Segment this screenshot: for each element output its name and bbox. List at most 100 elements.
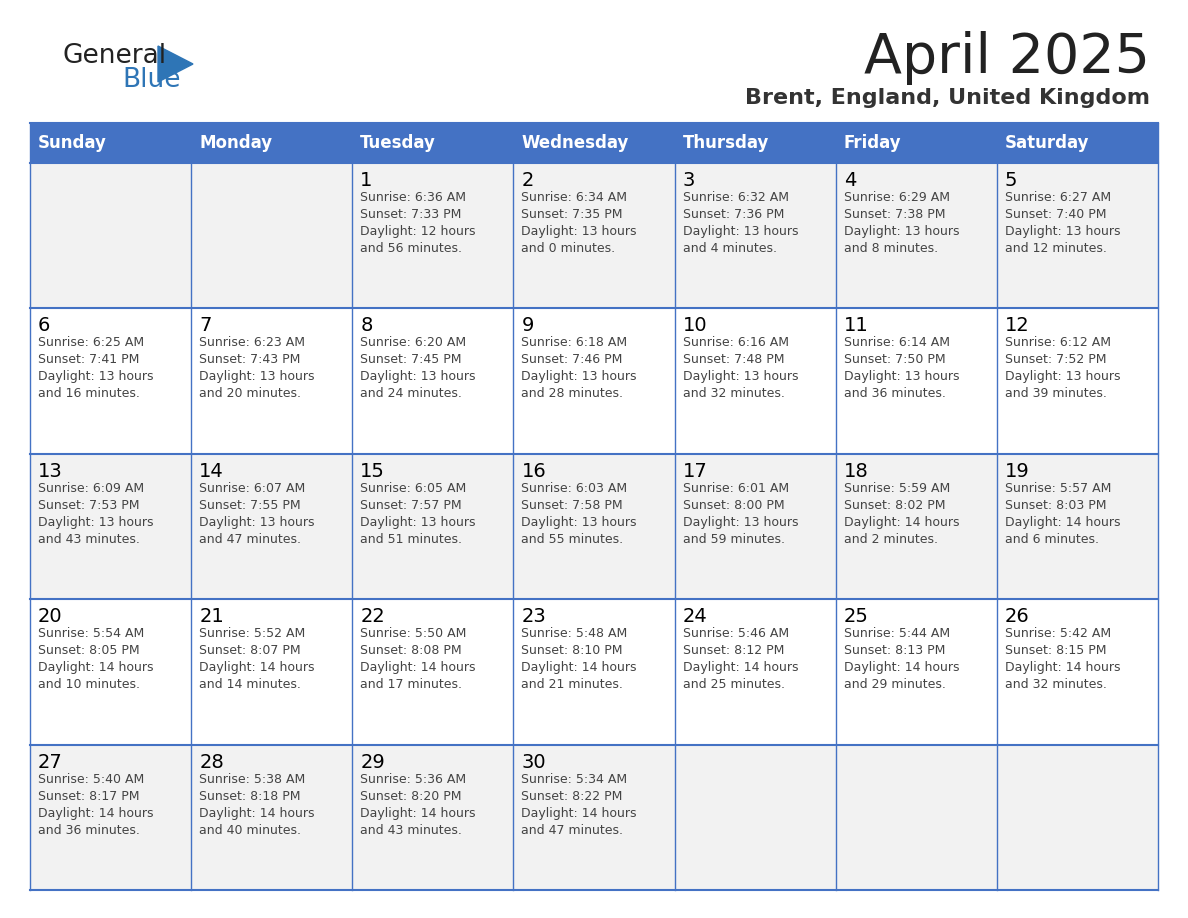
Text: Sunset: 8:13 PM: Sunset: 8:13 PM [843, 644, 946, 657]
Text: Sunrise: 6:03 AM: Sunrise: 6:03 AM [522, 482, 627, 495]
Text: Daylight: 14 hours: Daylight: 14 hours [683, 661, 798, 674]
Text: Thursday: Thursday [683, 134, 769, 152]
Text: 26: 26 [1005, 607, 1030, 626]
Text: 20: 20 [38, 607, 63, 626]
Text: Sunset: 8:02 PM: Sunset: 8:02 PM [843, 498, 946, 512]
Bar [191, 308, 353, 453]
Text: Daylight: 13 hours: Daylight: 13 hours [38, 516, 153, 529]
Text: Sunrise: 5:40 AM: Sunrise: 5:40 AM [38, 773, 144, 786]
Text: Daylight: 14 hours: Daylight: 14 hours [843, 516, 959, 529]
Text: 9: 9 [522, 317, 533, 335]
Text: Sunset: 7:58 PM: Sunset: 7:58 PM [522, 498, 623, 512]
Text: 14: 14 [200, 462, 223, 481]
Bar [835, 308, 997, 453]
Text: 7: 7 [200, 317, 211, 335]
Text: Sunset: 7:40 PM: Sunset: 7:40 PM [1005, 208, 1106, 221]
Text: 3: 3 [683, 171, 695, 190]
Text: Sunrise: 6:18 AM: Sunrise: 6:18 AM [522, 336, 627, 350]
Text: Sunset: 7:41 PM: Sunset: 7:41 PM [38, 353, 139, 366]
Text: April 2025: April 2025 [864, 31, 1150, 85]
Text: Sunrise: 5:48 AM: Sunrise: 5:48 AM [522, 627, 627, 640]
Bar [30, 453, 191, 599]
Text: and 59 minutes.: and 59 minutes. [683, 532, 784, 546]
Text: 25: 25 [843, 607, 868, 626]
Text: 30: 30 [522, 753, 546, 772]
Text: Sunset: 8:12 PM: Sunset: 8:12 PM [683, 644, 784, 657]
Text: 18: 18 [843, 462, 868, 481]
Text: Blue: Blue [122, 67, 181, 93]
Bar [191, 744, 353, 890]
Text: and 47 minutes.: and 47 minutes. [522, 823, 624, 836]
Text: Sunset: 7:35 PM: Sunset: 7:35 PM [522, 208, 623, 221]
Text: and 8 minutes.: and 8 minutes. [843, 242, 937, 255]
Text: 16: 16 [522, 462, 546, 481]
Text: Sunrise: 6:05 AM: Sunrise: 6:05 AM [360, 482, 467, 495]
Text: Sunrise: 5:36 AM: Sunrise: 5:36 AM [360, 773, 467, 786]
Text: and 14 minutes.: and 14 minutes. [200, 678, 301, 691]
Bar [353, 599, 513, 744]
Text: Sunrise: 5:52 AM: Sunrise: 5:52 AM [200, 627, 305, 640]
Text: and 0 minutes.: and 0 minutes. [522, 242, 615, 255]
Bar [30, 744, 191, 890]
Text: Sunrise: 6:01 AM: Sunrise: 6:01 AM [683, 482, 789, 495]
Text: Sunset: 7:50 PM: Sunset: 7:50 PM [843, 353, 946, 366]
Text: Sunrise: 6:34 AM: Sunrise: 6:34 AM [522, 191, 627, 204]
Bar [513, 308, 675, 453]
Bar [513, 744, 675, 890]
Bar [997, 744, 1158, 890]
Text: Daylight: 14 hours: Daylight: 14 hours [200, 807, 315, 820]
Text: 21: 21 [200, 607, 223, 626]
Text: 10: 10 [683, 317, 707, 335]
Text: and 36 minutes.: and 36 minutes. [38, 823, 140, 836]
Text: 24: 24 [683, 607, 707, 626]
Text: Daylight: 13 hours: Daylight: 13 hours [683, 225, 798, 238]
Text: Sunrise: 5:44 AM: Sunrise: 5:44 AM [843, 627, 950, 640]
Bar [675, 744, 835, 890]
Text: Sunset: 8:15 PM: Sunset: 8:15 PM [1005, 644, 1106, 657]
Text: Daylight: 14 hours: Daylight: 14 hours [843, 661, 959, 674]
Text: Sunset: 8:00 PM: Sunset: 8:00 PM [683, 498, 784, 512]
Text: Wednesday: Wednesday [522, 134, 628, 152]
Text: Monday: Monday [200, 134, 272, 152]
Text: Sunrise: 5:57 AM: Sunrise: 5:57 AM [1005, 482, 1111, 495]
Text: Daylight: 14 hours: Daylight: 14 hours [38, 807, 153, 820]
Text: Daylight: 13 hours: Daylight: 13 hours [1005, 225, 1120, 238]
Text: Sunset: 8:20 PM: Sunset: 8:20 PM [360, 789, 462, 802]
Text: Sunset: 8:07 PM: Sunset: 8:07 PM [200, 644, 301, 657]
Text: Sunset: 7:53 PM: Sunset: 7:53 PM [38, 498, 139, 512]
Bar [30, 308, 191, 453]
Text: and 32 minutes.: and 32 minutes. [1005, 678, 1107, 691]
Text: Sunset: 7:43 PM: Sunset: 7:43 PM [200, 353, 301, 366]
Text: Daylight: 14 hours: Daylight: 14 hours [38, 661, 153, 674]
Text: and 56 minutes.: and 56 minutes. [360, 242, 462, 255]
Text: Daylight: 13 hours: Daylight: 13 hours [38, 370, 153, 384]
Bar [835, 453, 997, 599]
Text: Sunset: 8:05 PM: Sunset: 8:05 PM [38, 644, 140, 657]
Text: Sunrise: 5:54 AM: Sunrise: 5:54 AM [38, 627, 144, 640]
Text: Friday: Friday [843, 134, 902, 152]
Text: 4: 4 [843, 171, 857, 190]
Text: Sunrise: 5:50 AM: Sunrise: 5:50 AM [360, 627, 467, 640]
Text: and 20 minutes.: and 20 minutes. [200, 387, 301, 400]
Bar [30, 599, 191, 744]
Text: Daylight: 14 hours: Daylight: 14 hours [360, 661, 475, 674]
Text: and 47 minutes.: and 47 minutes. [200, 532, 301, 546]
Text: Daylight: 14 hours: Daylight: 14 hours [360, 807, 475, 820]
Text: Sunset: 8:17 PM: Sunset: 8:17 PM [38, 789, 139, 802]
Text: Daylight: 13 hours: Daylight: 13 hours [1005, 370, 1120, 384]
Text: Sunrise: 6:27 AM: Sunrise: 6:27 AM [1005, 191, 1111, 204]
Bar [997, 453, 1158, 599]
Bar [835, 599, 997, 744]
Bar [513, 163, 675, 308]
Bar [353, 453, 513, 599]
Text: 15: 15 [360, 462, 385, 481]
Bar [191, 453, 353, 599]
Text: Daylight: 14 hours: Daylight: 14 hours [1005, 516, 1120, 529]
Text: and 29 minutes.: and 29 minutes. [843, 678, 946, 691]
Text: Sunset: 7:55 PM: Sunset: 7:55 PM [200, 498, 301, 512]
Bar [30, 123, 1158, 163]
Bar [353, 308, 513, 453]
Text: Sunrise: 5:42 AM: Sunrise: 5:42 AM [1005, 627, 1111, 640]
Text: and 25 minutes.: and 25 minutes. [683, 678, 784, 691]
Text: Sunset: 7:45 PM: Sunset: 7:45 PM [360, 353, 462, 366]
